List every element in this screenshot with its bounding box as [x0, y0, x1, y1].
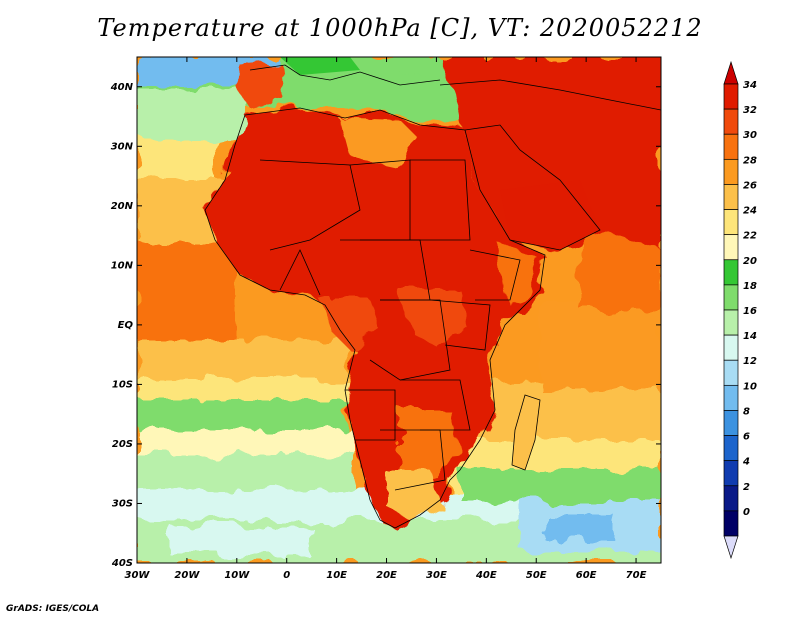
colorbar-swatch	[723, 460, 739, 487]
lon-label: 30E	[426, 570, 447, 581]
colorbar-swatch	[723, 410, 739, 436]
colorbar-label: 24	[743, 206, 757, 217]
colorbar-label: 22	[743, 231, 757, 242]
colorbar-label: 28	[743, 155, 757, 166]
lon-label: 30W	[125, 570, 151, 581]
lon-label: 50E	[526, 570, 547, 581]
colorbar-label: 14	[743, 331, 757, 342]
lat-label: 30N	[111, 141, 134, 152]
lat-label: 10S	[112, 379, 133, 390]
lon-label: 20W	[174, 570, 200, 581]
colorbar-swatch	[723, 209, 739, 236]
colorbar-label: 30	[743, 130, 757, 141]
colorbar-swatch	[723, 510, 739, 537]
lon-label: 0	[283, 570, 290, 581]
colorbar-label: 32	[743, 105, 757, 116]
lon-label: 20E	[376, 570, 397, 581]
colorbar-bottom-arrow	[723, 535, 739, 560]
colorbar-label: 26	[743, 180, 757, 191]
temperature-field	[137, 57, 661, 563]
colorbar-swatch	[723, 334, 739, 361]
lat-label: EQ	[118, 320, 134, 331]
plot-title: Temperature at 1000hPa [C], VT: 20200522…	[97, 14, 703, 42]
colorbar-label: 8	[743, 406, 750, 417]
colorbar-swatch	[723, 485, 739, 512]
colorbar-swatch	[723, 184, 739, 210]
colorbar-swatch	[723, 108, 739, 135]
credit-text: GrADS: IGES/COLA	[6, 604, 100, 614]
colorbar-label: 10	[743, 381, 757, 392]
colorbar-swatch	[723, 234, 739, 261]
colorbar-swatch	[723, 284, 739, 311]
colorbar-swatch	[723, 384, 739, 411]
lon-label: 10W	[224, 570, 250, 581]
colorbar-swatch	[723, 83, 739, 110]
colorbar-swatch	[723, 309, 739, 336]
colorbar-label: 16	[743, 306, 757, 317]
longitude-labels: 30W 20W 10W 0 10E 20E 30E 40E 50E 60E 70E	[125, 570, 647, 581]
colorbar-label: 2	[743, 482, 750, 493]
lon-label: 10E	[326, 570, 347, 581]
colorbar-label: 18	[743, 281, 757, 292]
colorbar-top-arrow	[723, 60, 739, 85]
latitude-labels: 40N 30N 20N 10N EQ 10S 20S 30S 40S	[110, 82, 134, 569]
lat-label: 20S	[112, 439, 133, 450]
colorbar-label: 0	[743, 507, 750, 518]
lat-label: 40S	[111, 558, 133, 569]
lat-label: 30S	[112, 498, 133, 509]
colorbar-swatch	[723, 133, 739, 160]
lat-label: 10N	[111, 260, 134, 271]
lat-label: 40N	[110, 82, 134, 93]
lon-label: 40E	[475, 570, 497, 581]
map-frame	[136, 56, 662, 564]
colorbar-label: 20	[743, 256, 757, 267]
lat-label: 20N	[111, 201, 134, 212]
colorbar-label: 4	[742, 457, 750, 468]
colorbar-swatch	[723, 158, 739, 185]
axis-ticks	[136, 57, 661, 564]
colorbar-label: 6	[743, 432, 750, 443]
colorbar-swatch	[723, 359, 739, 386]
coastlines	[204, 64, 661, 529]
colorbar-swatch	[723, 435, 739, 462]
colorbar-label: 12	[743, 356, 757, 367]
colorbar-label: 34	[743, 80, 757, 91]
lon-label: 70E	[626, 570, 647, 581]
lon-label: 60E	[576, 570, 597, 581]
colorbar-swatch	[723, 259, 739, 286]
